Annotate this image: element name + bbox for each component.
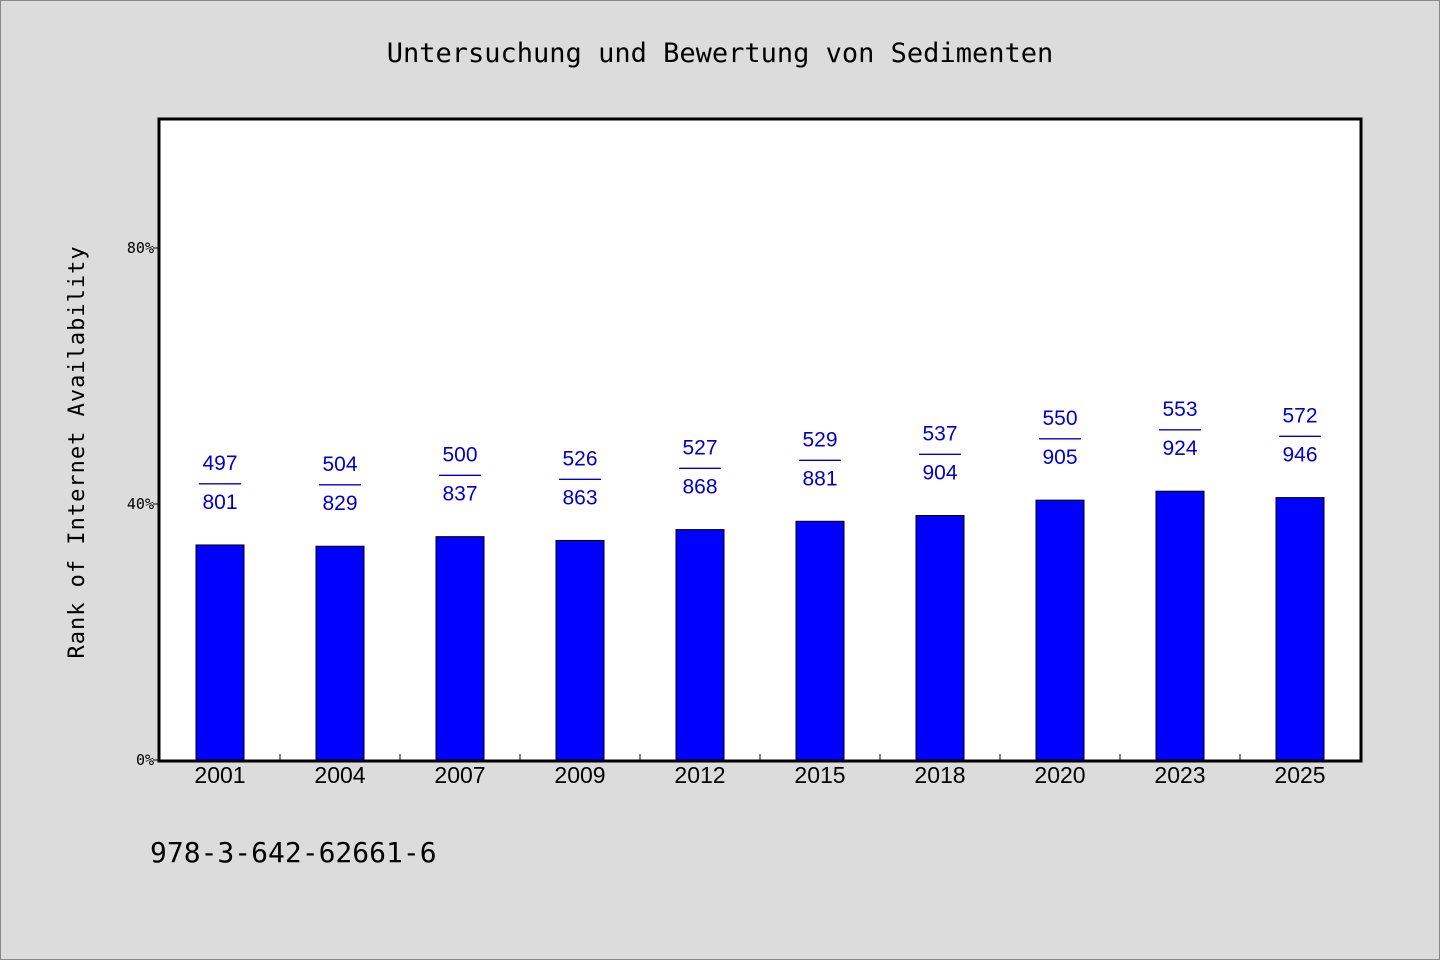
data-label-bottom: 924 — [1162, 437, 1197, 460]
data-label-bottom: 946 — [1282, 444, 1317, 467]
data-label-separator: —— — [1279, 424, 1321, 447]
x-tick-label: 2007 — [434, 762, 485, 788]
bar-2004 — [315, 545, 365, 761]
data-label-separator: —— — [799, 447, 841, 470]
data-label-bottom: 904 — [922, 462, 957, 485]
data-label-top: 553 — [1162, 398, 1197, 421]
data-label-separator: —— — [439, 463, 481, 486]
bar-2012 — [675, 529, 725, 761]
data-label-bottom: 801 — [202, 491, 237, 514]
data-label-top: 500 — [442, 444, 477, 467]
x-axis: 2001 2004 2007 2009 2012 2015 2018 2020 2023 2025 — [194, 754, 1326, 788]
bar-2025 — [1275, 497, 1325, 761]
data-label-bottom: 837 — [442, 483, 477, 506]
data-label-bottom: 881 — [802, 467, 837, 490]
y-tick-label: 0% — [136, 751, 154, 769]
data-label-top: 550 — [1042, 407, 1077, 430]
data-label-bottom: 905 — [1042, 446, 1077, 469]
y-tick-label: 80% — [127, 239, 154, 257]
bar-series — [195, 490, 1325, 761]
x-tick-label: 2004 — [314, 762, 365, 788]
data-label-separator: —— — [919, 442, 961, 465]
x-tick-label: 2015 — [794, 762, 845, 788]
x-tick-label: 2018 — [914, 762, 965, 788]
y-axis-label: Rank of Internet Availability — [65, 245, 90, 658]
bar-2015 — [795, 520, 845, 761]
y-tick-label: 40% — [127, 495, 154, 513]
x-tick-label: 2012 — [674, 762, 725, 788]
data-label-top: 497 — [202, 452, 237, 475]
bar-2009 — [555, 539, 605, 761]
data-label-separator: —— — [319, 472, 361, 495]
x-tick-label: 2001 — [194, 762, 245, 788]
isbn-footer: 978-3-642-62661-6 — [150, 836, 437, 869]
chart-title: Untersuchung und Bewertung von Sedimente… — [387, 38, 1053, 69]
data-label-bottom: 868 — [682, 476, 717, 499]
x-tick-label: 2020 — [1034, 762, 1085, 788]
y-axis: 0% 40% 80% — [127, 239, 160, 769]
data-label-top: 504 — [322, 453, 357, 476]
data-label-top: 527 — [682, 437, 717, 460]
data-label-top: 529 — [802, 428, 837, 451]
bar-2018 — [915, 515, 965, 761]
data-label-top: 537 — [922, 423, 957, 446]
data-label-top: 572 — [1282, 405, 1317, 428]
data-label-group: 497——801504——829500——837526——863527——868… — [199, 398, 1321, 515]
x-tick-label: 2023 — [1154, 762, 1205, 788]
bar-2001 — [195, 544, 245, 761]
data-label-top: 526 — [562, 447, 597, 470]
x-tick-label: 2009 — [554, 762, 605, 788]
data-label-separator: —— — [1039, 426, 1081, 449]
x-tick-label: 2025 — [1274, 762, 1325, 788]
data-label-separator: —— — [1159, 417, 1201, 440]
bar-2023 — [1155, 490, 1205, 761]
bar-2020 — [1035, 499, 1085, 761]
data-label-bottom: 863 — [562, 486, 597, 509]
data-label-separator: —— — [199, 471, 241, 494]
data-label-bottom: 829 — [322, 492, 357, 515]
data-label-separator: —— — [679, 456, 721, 479]
bar-2007 — [435, 536, 485, 761]
data-label-separator: —— — [559, 466, 601, 489]
